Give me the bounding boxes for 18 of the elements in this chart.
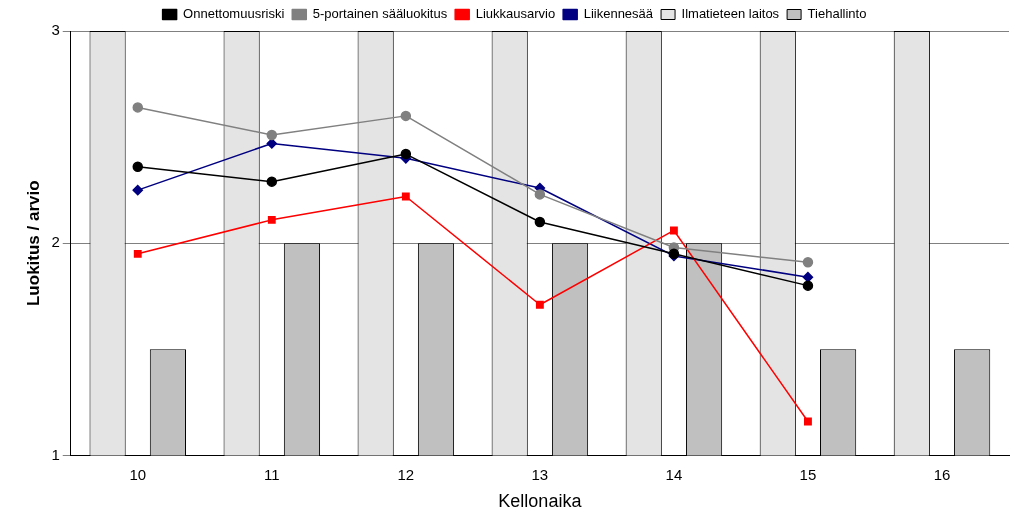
x-tick-label: 16 xyxy=(933,465,951,483)
x-tick-label: 15 xyxy=(799,465,817,483)
y-axis-title: Luokitus / arvio xyxy=(23,180,43,307)
legend-label: Tiehallinto xyxy=(807,6,867,22)
legend-label: Liukkausarvio xyxy=(475,6,556,22)
x-tick-label: 12 xyxy=(397,465,415,483)
y-tick-label: 1 xyxy=(51,445,60,463)
x-tick-label: 11 xyxy=(264,465,280,483)
y-tick-label: 2 xyxy=(51,233,60,251)
x-tick-label: 10 xyxy=(129,465,147,483)
legend-label: 5-portainen sääluokitus xyxy=(312,6,448,22)
x-tick-label: 14 xyxy=(665,465,683,483)
x-axis-title: Kellonaika xyxy=(498,491,583,512)
legend-label: Liikennesää xyxy=(583,6,654,22)
legend-label: Onnettomuusriski xyxy=(183,6,285,22)
y-tick-label: 3 xyxy=(51,21,60,39)
x-tick-label: 13 xyxy=(531,465,549,483)
legend-label: Ilmatieteen laitos xyxy=(681,6,780,22)
